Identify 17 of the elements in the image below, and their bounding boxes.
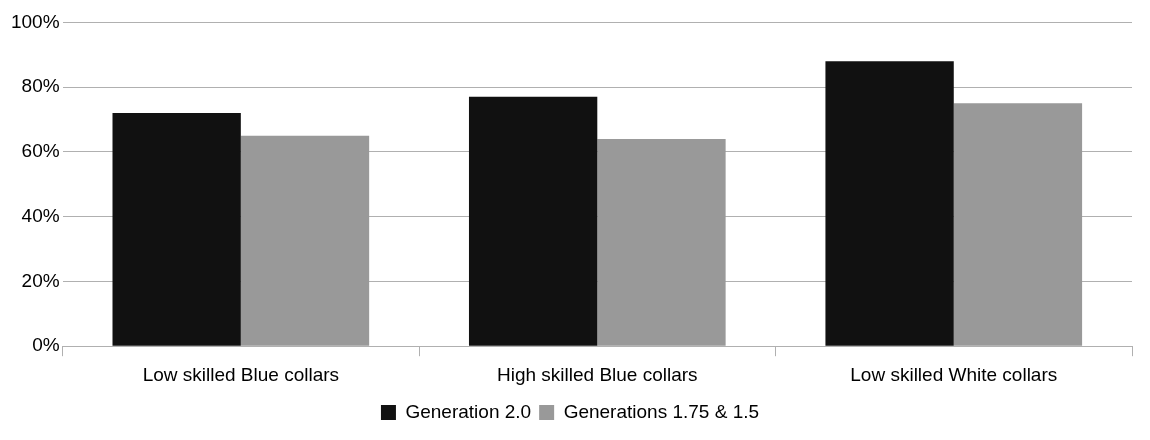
y-tick-label: 100% (10, 10, 60, 32)
y-tick-label: 0% (32, 334, 60, 356)
x-tick-label: High skilled Blue collars (496, 363, 698, 385)
legend-label: Generation 2.0 (405, 400, 532, 422)
y-tick-label: 40% (21, 204, 60, 226)
bar (240, 135, 370, 346)
y-tick-label: 20% (21, 269, 60, 291)
y-tick-label: 60% (21, 140, 60, 162)
x-tick-label: Low skilled White collars (850, 363, 1058, 385)
x-tick-label: Low skilled Blue collars (142, 363, 340, 385)
bar (112, 113, 241, 346)
bar (953, 103, 1083, 346)
y-tick-label: 80% (21, 75, 60, 97)
bar (597, 138, 726, 346)
legend-label: Generations 1.75 & 1.5 (563, 400, 760, 422)
bar (468, 96, 598, 346)
bar (825, 61, 954, 346)
